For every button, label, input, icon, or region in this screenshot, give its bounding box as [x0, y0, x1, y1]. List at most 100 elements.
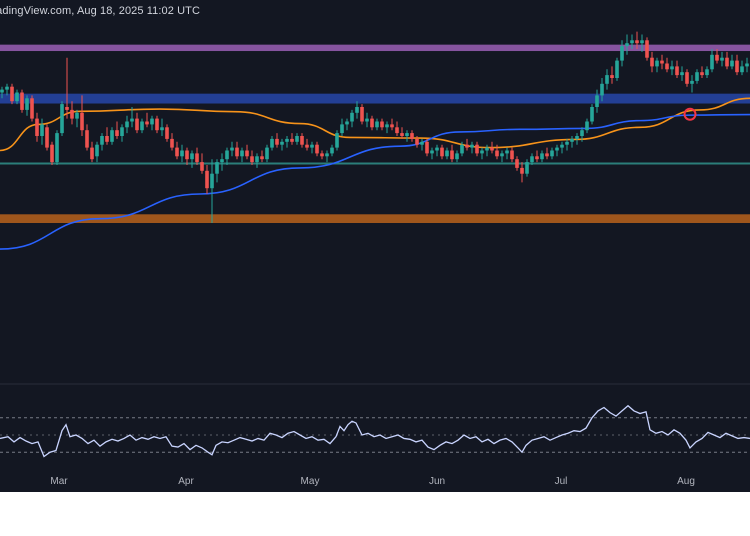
candle	[175, 141, 179, 160]
candle-body	[565, 141, 569, 145]
x-tick-label-may: May	[301, 476, 320, 487]
candle-body	[305, 144, 309, 148]
candle-body	[320, 153, 324, 157]
candle-body	[585, 121, 589, 131]
candle-body	[520, 167, 524, 174]
candle	[490, 141, 494, 154]
candle-body	[355, 107, 359, 113]
candle	[520, 162, 524, 183]
candle	[665, 57, 669, 73]
candle-body	[430, 150, 434, 154]
candle-body	[625, 43, 629, 47]
candle-body	[550, 150, 554, 157]
candle	[535, 150, 539, 163]
candle	[125, 115, 129, 134]
x-tick-label-apr: Apr	[178, 476, 194, 487]
candle-body	[330, 147, 334, 154]
candle	[45, 124, 49, 151]
candle-body	[665, 63, 669, 70]
candle	[285, 136, 289, 148]
candle	[105, 127, 109, 145]
candle	[525, 159, 529, 177]
candle	[145, 112, 149, 128]
candle-body	[560, 144, 564, 148]
candle	[500, 150, 504, 163]
candle-body	[165, 127, 169, 139]
candle-body	[325, 153, 329, 157]
candle	[675, 60, 679, 78]
candle	[80, 95, 84, 136]
candle-body	[290, 138, 294, 142]
candle	[470, 141, 474, 154]
candle-body	[65, 107, 69, 110]
candle	[345, 118, 349, 131]
candle-body	[210, 173, 214, 189]
candle-body	[185, 150, 189, 160]
candle-body	[720, 57, 724, 61]
candle	[270, 136, 274, 151]
candle	[340, 118, 344, 136]
candle-body	[440, 147, 444, 157]
candle-body	[40, 124, 44, 136]
crossover-marker	[683, 107, 697, 121]
candle-body	[640, 40, 644, 44]
candle-body	[530, 156, 534, 163]
candle	[420, 138, 424, 151]
candle	[530, 153, 534, 165]
candle-body	[400, 133, 404, 136]
price-chart-svg[interactable]: Mar Apr May Jun Jul Aug	[0, 0, 750, 492]
candle-body	[635, 40, 639, 44]
candle	[440, 144, 444, 160]
candle-body	[390, 124, 394, 128]
candle	[280, 138, 284, 151]
candle	[495, 144, 499, 160]
candle-body	[145, 121, 149, 125]
candle	[40, 118, 44, 145]
candle-body	[225, 150, 229, 160]
candle-body	[70, 109, 74, 119]
candle	[400, 127, 404, 139]
candle	[310, 141, 314, 154]
candle-body	[490, 147, 494, 151]
candle	[230, 141, 234, 157]
candle-body	[90, 147, 94, 160]
candle-body	[150, 118, 154, 125]
candle-body	[740, 66, 744, 73]
candle	[465, 138, 469, 151]
candle-body	[115, 130, 119, 136]
candle-body	[445, 150, 449, 157]
candle	[510, 147, 514, 163]
candle	[610, 66, 614, 84]
candle-body	[470, 144, 474, 148]
candle-body	[170, 138, 174, 148]
candle-body	[45, 127, 49, 148]
candle-body	[215, 162, 219, 174]
candle	[685, 69, 689, 87]
candle	[250, 150, 254, 165]
candle	[60, 101, 64, 136]
candle-body	[25, 98, 29, 110]
candle	[35, 112, 39, 142]
moving-average-line-0	[0, 97, 750, 152]
chart-panel[interactable]: Mar Apr May Jun Jul Aug TradingView.com, Aug …	[0, 0, 750, 492]
candle	[745, 57, 749, 73]
candle-body	[255, 156, 259, 163]
candle	[130, 107, 134, 128]
candle-body	[495, 150, 499, 157]
candle-body	[695, 72, 699, 81]
candle	[330, 144, 334, 157]
candle	[600, 78, 604, 102]
candle	[15, 89, 19, 105]
candle	[705, 66, 709, 78]
level-zone-3	[0, 214, 750, 223]
x-tick-label-aug: Aug	[677, 476, 695, 487]
candle	[415, 136, 419, 148]
candle	[205, 165, 209, 194]
candle-body	[110, 130, 114, 142]
candle-body	[385, 124, 389, 128]
candle	[670, 60, 674, 76]
candle-body	[510, 150, 514, 160]
candle	[485, 144, 489, 157]
candle	[730, 54, 734, 70]
candle	[300, 133, 304, 148]
